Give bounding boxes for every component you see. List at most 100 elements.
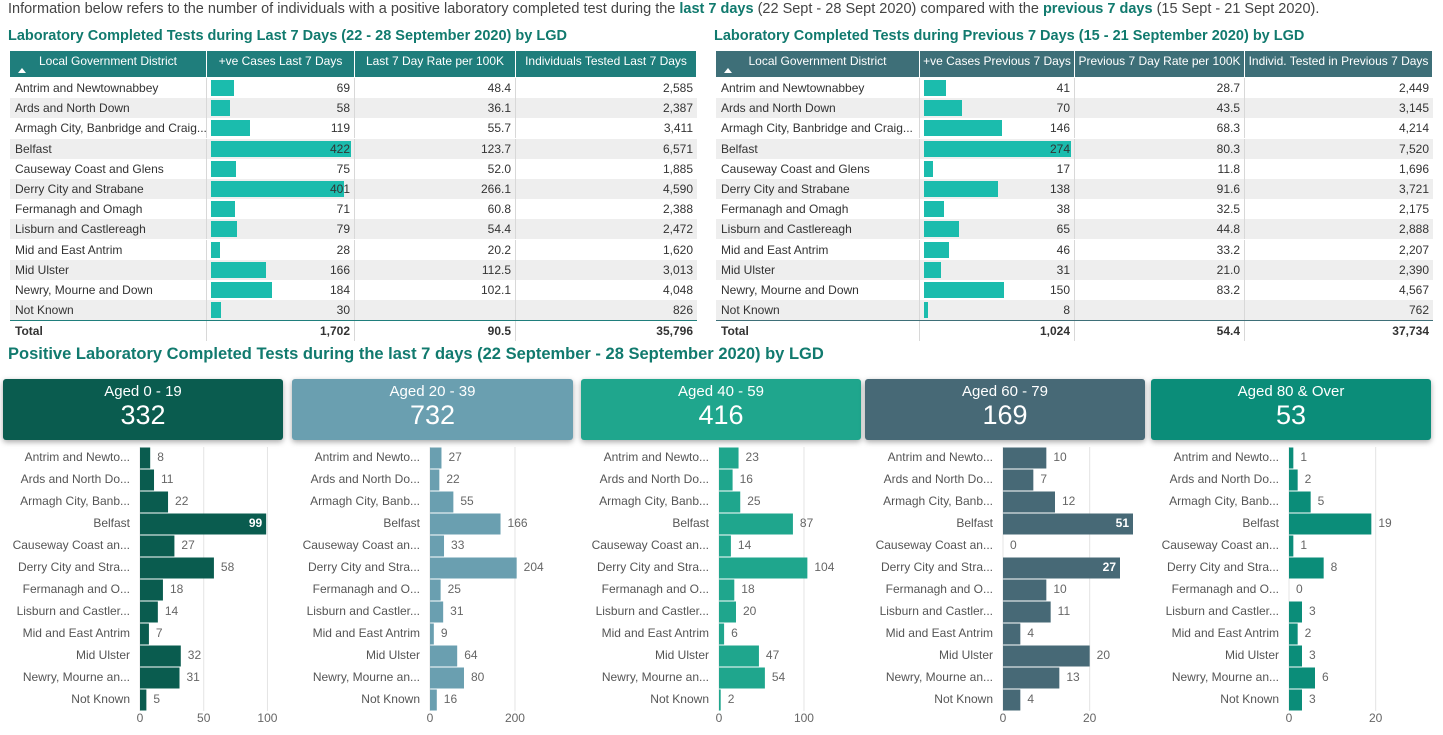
bar — [140, 535, 175, 557]
y-tick-label: Ards and North Do... — [21, 472, 130, 486]
district-cell: Causeway Coast and Glens — [716, 158, 920, 179]
cell-text: Antrim and Newtownabbey — [15, 81, 159, 95]
value-cell: 112.5 — [355, 259, 516, 280]
bar — [1289, 513, 1372, 535]
y-tick-label: Lisburn and Castler... — [307, 604, 420, 618]
data-bar — [211, 100, 231, 117]
value-cell: 1,696 — [1245, 159, 1433, 179]
cell-text: Armagh City, Banbridge and Craig... — [721, 121, 913, 136]
cell-text: Mid and East Antrim — [15, 242, 123, 257]
bar — [1289, 601, 1302, 623]
kpi-label: Aged 40 - 59 — [678, 383, 764, 400]
value-label: 2 — [728, 692, 735, 706]
value-label: 2 — [1305, 626, 1312, 640]
table-row — [10, 300, 697, 321]
x-tick-label: 0 — [1286, 711, 1293, 725]
bar — [719, 689, 721, 711]
cell-text: 20.2 — [487, 242, 511, 257]
value-label: 20 — [743, 604, 757, 618]
district-cell: Derry City and Strabane — [10, 179, 207, 199]
value-cell: 68.3 — [1075, 118, 1245, 139]
cell-text: Newry, Mourne and Down — [721, 283, 859, 297]
cell-text: 55.7 — [487, 121, 511, 136]
x-tick-label: 100 — [257, 711, 277, 725]
value-label: 1 — [1300, 538, 1307, 552]
y-tick-label: Lisburn and Castler... — [880, 604, 993, 618]
bar — [140, 469, 155, 491]
value-cell: 3,013 — [516, 260, 697, 280]
district-cell: Ards and North Down — [716, 98, 920, 119]
cell-text: 58 — [336, 101, 350, 116]
bar — [719, 513, 793, 535]
value-label: 27 — [1103, 560, 1117, 574]
cell-text: 762 — [1408, 303, 1429, 318]
y-tick-label: Mid Ulster — [76, 648, 130, 662]
cell-text: Not Known — [15, 303, 74, 318]
cell-text: 102.1 — [480, 283, 511, 297]
value-label: 10 — [1053, 582, 1067, 596]
cell-text: 70 — [1056, 101, 1070, 116]
y-tick-label: Derry City and Stra... — [881, 560, 993, 574]
value-label: 25 — [448, 582, 462, 596]
bar — [430, 601, 444, 623]
y-tick-label: Mid and East Antrim — [1172, 626, 1279, 640]
table-row — [10, 219, 697, 240]
data-bar — [211, 261, 267, 278]
value-cell: 762 — [1245, 300, 1433, 320]
cell-text: 48.4 — [487, 81, 511, 95]
x-tick-label: 50 — [197, 711, 211, 725]
bar — [719, 469, 733, 491]
y-tick-label: Antrim and Newto... — [1174, 450, 1279, 464]
data-bar — [924, 160, 934, 177]
district-cell: Fermanagh and Omagh — [10, 199, 207, 220]
value-label: 13 — [1066, 670, 1080, 684]
table-row — [10, 158, 697, 179]
value-cell: 43.5 — [1075, 98, 1245, 119]
kpi-value: 332 — [120, 400, 166, 430]
value-label: 54 — [772, 670, 786, 684]
cell-text: 46 — [1056, 242, 1070, 257]
cell-text: Mid Ulster — [721, 262, 776, 277]
x-tick-label: 0 — [137, 711, 144, 725]
value-cell: 146 — [920, 118, 1075, 139]
value-label: 22 — [446, 472, 460, 486]
value-cell: 184 — [207, 280, 355, 300]
data-bar — [924, 80, 946, 96]
value-label: 204 — [524, 560, 544, 574]
cell-text: 4,214 — [1398, 121, 1429, 136]
value-label: 2 — [1305, 472, 1312, 486]
value-label: 104 — [814, 560, 834, 574]
bar — [140, 447, 151, 469]
bar — [1003, 689, 1021, 711]
value-label: 20 — [1097, 648, 1111, 662]
table-row — [10, 239, 697, 260]
value-label: 11 — [161, 472, 174, 486]
table-row — [10, 199, 697, 220]
y-tick-label: Fermanagh and O... — [23, 582, 130, 596]
bar — [430, 557, 517, 579]
column-header: +ve Cases Last 7 Days — [207, 51, 355, 77]
value-cell: 3,721 — [1245, 179, 1433, 199]
value-cell: 69 — [207, 78, 355, 98]
district-cell: Lisburn and Castlereagh — [716, 219, 920, 240]
total-cell: 35,796 — [656, 324, 693, 339]
district-cell: Derry City and Strabane — [716, 179, 920, 199]
cell-text: 17 — [1056, 161, 1070, 176]
value-label: 25 — [747, 494, 761, 508]
kpi-value: 53 — [1275, 400, 1307, 430]
value-label: 32 — [188, 648, 202, 662]
table-row — [10, 118, 697, 139]
cell-text: 2,175 — [1398, 202, 1429, 217]
value-label: 80 — [471, 670, 485, 684]
cell-text: Mid and East Antrim — [721, 242, 829, 257]
column-header: Previous 7 Day Rate per 100K — [1075, 51, 1245, 77]
district-cell: Antrim and Newtownabbey — [716, 78, 920, 98]
cell-text: 6,571 — [662, 141, 693, 156]
value-cell: 31 — [920, 259, 1075, 280]
y-tick-label: Fermanagh and O... — [602, 582, 709, 596]
value-cell: 75 — [207, 158, 355, 179]
bar — [140, 689, 147, 711]
value-label: 3 — [1309, 648, 1316, 662]
y-tick-label: Newry, Mourne an... — [1172, 670, 1279, 684]
y-tick-label: Fermanagh and O... — [313, 582, 420, 596]
